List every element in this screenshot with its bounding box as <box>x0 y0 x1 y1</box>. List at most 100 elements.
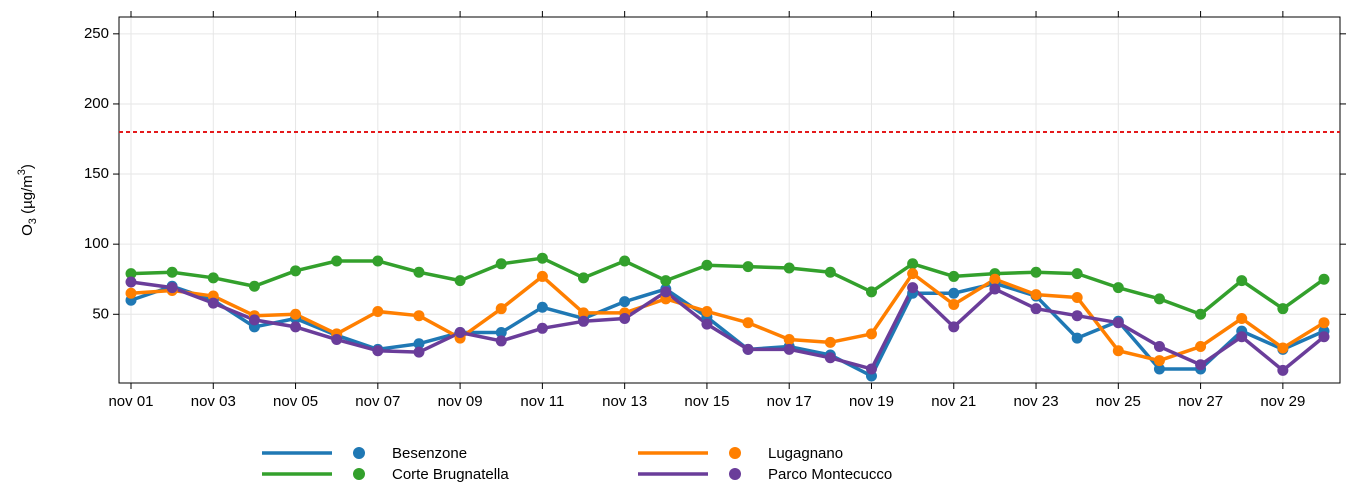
series-line <box>130 280 1326 373</box>
data-point <box>331 255 343 267</box>
data-point <box>865 363 877 375</box>
data-point <box>660 286 672 298</box>
y-tick-label: 150 <box>84 165 109 182</box>
data-point <box>207 297 219 309</box>
data-point <box>865 328 877 340</box>
x-tick-label: nov 29 <box>1260 393 1305 410</box>
data-point <box>1153 293 1165 305</box>
y-axis-label: O3 (µg/m3) <box>16 164 39 236</box>
legend-point <box>353 447 365 459</box>
data-point <box>290 265 302 277</box>
data-point <box>536 301 548 313</box>
data-point <box>372 345 384 357</box>
data-point <box>495 335 507 347</box>
data-point <box>1318 331 1330 343</box>
y-tick-label: 200 <box>84 95 109 112</box>
data-point <box>1277 364 1289 376</box>
x-tick-label: nov 19 <box>849 393 894 410</box>
data-point <box>701 305 713 317</box>
data-point <box>742 343 754 355</box>
data-point <box>701 318 713 330</box>
legend-point <box>353 468 365 480</box>
y-tick-label: 250 <box>84 25 109 42</box>
data-point <box>907 282 919 294</box>
data-point <box>742 317 754 329</box>
x-tick-label: nov 05 <box>273 393 318 410</box>
data-point <box>331 334 343 346</box>
legend-label: Corte Brugnatella <box>392 466 509 483</box>
data-point <box>783 262 795 274</box>
data-point <box>989 273 1001 285</box>
data-point <box>1236 331 1248 343</box>
data-point <box>1030 303 1042 315</box>
data-point <box>701 259 713 271</box>
legend-label: Parco Montecucco <box>768 466 892 483</box>
data-point <box>290 321 302 333</box>
y-label-part: ) <box>19 164 36 169</box>
data-point <box>1153 363 1165 375</box>
data-point <box>783 334 795 346</box>
data-point <box>578 307 590 319</box>
y-label-part: O <box>19 224 36 236</box>
x-tick-label: nov 21 <box>931 393 976 410</box>
x-tick-label: nov 13 <box>602 393 647 410</box>
series-line <box>130 271 1325 363</box>
y-label-sub: 3 <box>27 218 39 224</box>
data-point <box>1071 332 1083 344</box>
data-point <box>1236 312 1248 324</box>
data-point <box>495 258 507 270</box>
data-point <box>1277 342 1289 354</box>
data-point <box>865 286 877 298</box>
data-point <box>125 287 137 299</box>
data-point <box>413 266 425 278</box>
x-tick-label: nov 17 <box>767 393 812 410</box>
data-point <box>1071 268 1083 280</box>
data-point <box>372 255 384 267</box>
data-point <box>166 282 178 294</box>
data-point <box>536 270 548 282</box>
data-point <box>1030 289 1042 301</box>
data-point <box>948 270 960 282</box>
data-point <box>578 315 590 327</box>
data-point <box>413 346 425 358</box>
data-point <box>742 261 754 273</box>
data-point <box>290 308 302 320</box>
legend-point <box>729 468 741 480</box>
data-point <box>948 298 960 310</box>
x-tick-label: nov 25 <box>1096 393 1141 410</box>
data-point <box>1030 266 1042 278</box>
plot-frame <box>118 16 1341 384</box>
data-point <box>824 352 836 364</box>
data-point <box>907 268 919 280</box>
data-point <box>619 296 631 308</box>
data-point <box>1071 310 1083 322</box>
data-point <box>248 314 260 326</box>
x-tick-label: nov 01 <box>108 393 153 410</box>
data-point <box>578 272 590 284</box>
data-point <box>1318 317 1330 329</box>
y-tick-label: 50 <box>92 305 109 322</box>
data-point <box>1153 355 1165 367</box>
legend-point <box>729 447 741 459</box>
x-tick-label: nov 27 <box>1178 393 1223 410</box>
data-point <box>660 275 672 287</box>
data-point <box>413 338 425 350</box>
data-point <box>948 321 960 333</box>
x-tick-label: nov 09 <box>438 393 483 410</box>
data-point <box>413 310 425 322</box>
data-point <box>1112 282 1124 294</box>
data-point <box>948 287 960 299</box>
data-point <box>907 258 919 270</box>
y-label-part: (µg/m <box>19 175 36 218</box>
x-tick-label: nov 15 <box>684 393 729 410</box>
data-point <box>1153 341 1165 353</box>
x-tick-label: nov 03 <box>191 393 236 410</box>
legend-label: Besenzone <box>392 445 467 462</box>
data-point <box>824 266 836 278</box>
data-point <box>166 266 178 278</box>
data-point <box>207 272 219 284</box>
data-point <box>783 343 795 355</box>
data-point <box>1195 308 1207 320</box>
x-tick-label: nov 11 <box>520 393 564 410</box>
data-point <box>495 327 507 339</box>
